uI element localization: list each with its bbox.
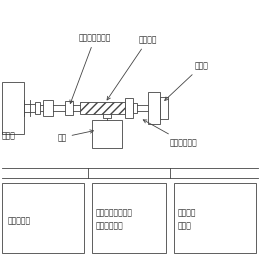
- Text: パルスモ: パルスモ: [178, 208, 197, 217]
- Bar: [92, 183, 166, 253]
- Text: 送りネジ: 送りネジ: [107, 35, 157, 100]
- Bar: [160, 97, 168, 119]
- Bar: [92, 120, 122, 148]
- Bar: [103, 113, 111, 118]
- Bar: [80, 102, 125, 114]
- Text: プログラム式: プログラム式: [96, 221, 124, 230]
- Bar: [174, 183, 256, 253]
- Text: 減速機: 減速機: [165, 61, 209, 100]
- Bar: [148, 92, 160, 124]
- Text: ドセル: ドセル: [2, 131, 16, 140]
- Bar: [65, 101, 73, 115]
- Bar: [43, 100, 53, 116]
- Text: セルコント: セルコント: [8, 216, 31, 225]
- Text: 送りネジナット: 送りネジナット: [70, 33, 111, 103]
- Bar: [2, 183, 84, 253]
- Bar: [133, 103, 137, 113]
- Text: 試料: 試料: [57, 130, 93, 142]
- Bar: [125, 98, 133, 118]
- Bar: [35, 102, 40, 114]
- Text: ントロ: ントロ: [178, 221, 192, 230]
- Bar: [2, 82, 24, 134]
- Text: 温度コントローラ: 温度コントローラ: [96, 208, 133, 217]
- Text: パルスモータ: パルスモータ: [143, 120, 198, 147]
